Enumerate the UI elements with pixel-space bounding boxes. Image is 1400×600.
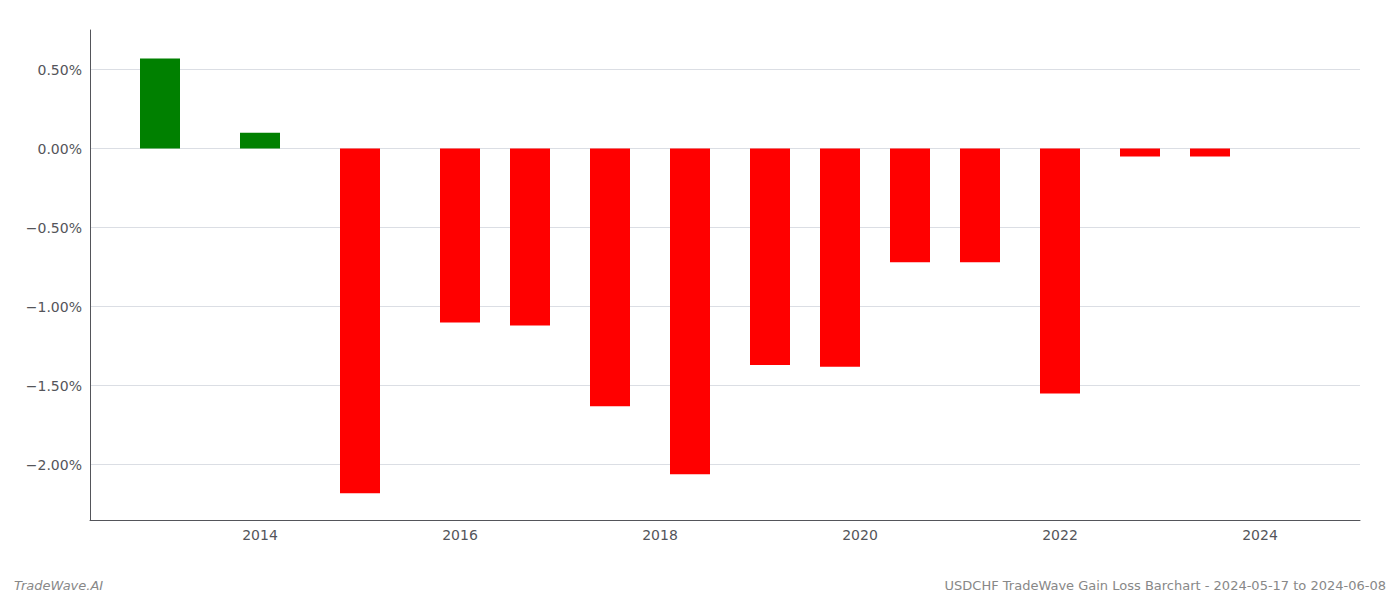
svg-text:2020: 2020 [842, 527, 878, 543]
svg-text:2024: 2024 [1242, 527, 1278, 543]
svg-text:−1.00%: −1.00% [26, 299, 82, 315]
svg-text:2014: 2014 [242, 527, 278, 543]
svg-text:2016: 2016 [442, 527, 478, 543]
svg-text:2022: 2022 [1042, 527, 1078, 543]
svg-text:−2.00%: −2.00% [26, 457, 82, 473]
svg-text:0.50%: 0.50% [38, 62, 82, 78]
svg-text:−0.50%: −0.50% [26, 220, 82, 236]
svg-text:TradeWave.AI: TradeWave.AI [14, 578, 103, 593]
svg-text:2018: 2018 [642, 527, 678, 543]
svg-text:USDCHF TradeWave Gain Loss Bar: USDCHF TradeWave Gain Loss Barchart - 20… [945, 578, 1386, 593]
svg-text:−1.50%: −1.50% [26, 378, 82, 394]
svg-text:0.00%: 0.00% [38, 141, 82, 157]
